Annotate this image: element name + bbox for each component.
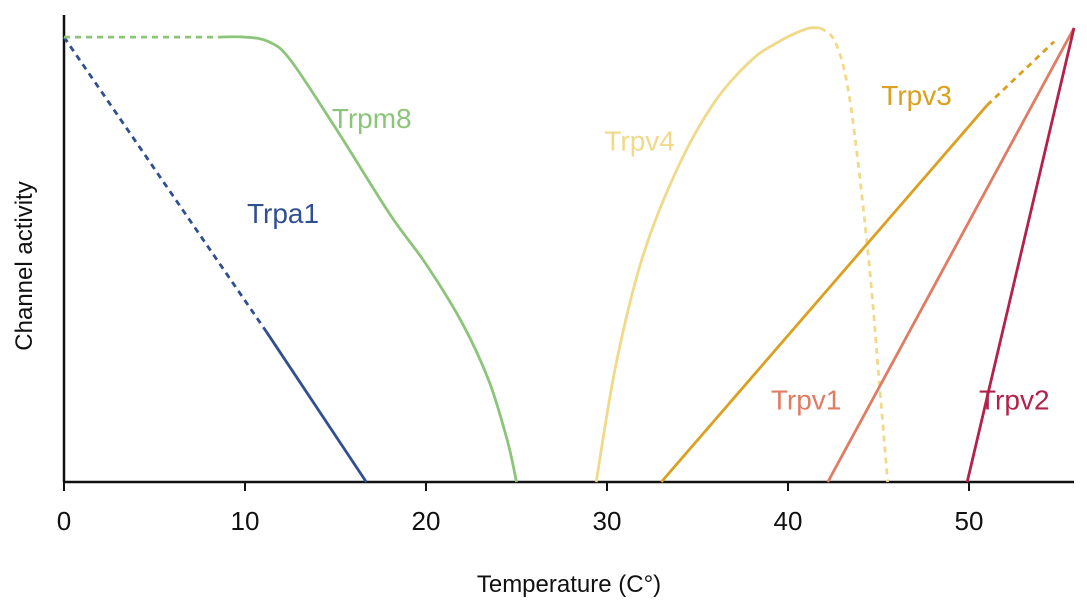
series-label-trpv1: Trpv1 xyxy=(771,384,842,415)
x-tick-label: 50 xyxy=(955,506,984,536)
trpa1-solid-line xyxy=(265,331,368,483)
x-tick-label: 20 xyxy=(412,506,441,536)
trpv4-solid-line xyxy=(594,26,821,483)
trpv1-solid-line xyxy=(826,27,1076,483)
trpv3-solid-line xyxy=(660,104,989,483)
series-trpv3 xyxy=(660,40,1056,483)
series-label-trpv4: Trpv4 xyxy=(604,126,675,157)
series-label-trpv2: Trpv2 xyxy=(979,384,1050,415)
x-tick-label: 10 xyxy=(231,506,260,536)
trpa1-dashed-line xyxy=(62,36,268,333)
series-trpm8 xyxy=(64,35,518,483)
series-trpa1 xyxy=(62,36,368,483)
series-lines xyxy=(62,26,1076,483)
trpv3-dashed-line xyxy=(986,40,1056,107)
x-ticks: 0 10 20 30 40 50 xyxy=(57,482,984,536)
series-label-trpa1: Trpa1 xyxy=(247,198,319,229)
trpv2-solid-line xyxy=(965,27,1076,483)
series-label-trpv3: Trpv3 xyxy=(881,80,952,111)
series-trpv1 xyxy=(826,27,1076,483)
series-label-trpm8: Trpm8 xyxy=(332,103,412,134)
trpm8-solid-line xyxy=(217,35,518,483)
axes xyxy=(62,15,1074,484)
series-labels: Trpa1 Trpm8 Trpv4 Trpv3 Trpv1 Trpv2 xyxy=(247,80,1050,415)
x-tick-label: 40 xyxy=(774,506,803,536)
x-axis-title: Temperature (C°) xyxy=(477,571,661,598)
series-trpv2 xyxy=(965,27,1076,483)
x-tick-label: 0 xyxy=(57,506,71,536)
y-axis-title: Channel activity xyxy=(11,181,38,350)
x-tick-label: 30 xyxy=(593,506,622,536)
series-trpv4 xyxy=(594,26,889,483)
